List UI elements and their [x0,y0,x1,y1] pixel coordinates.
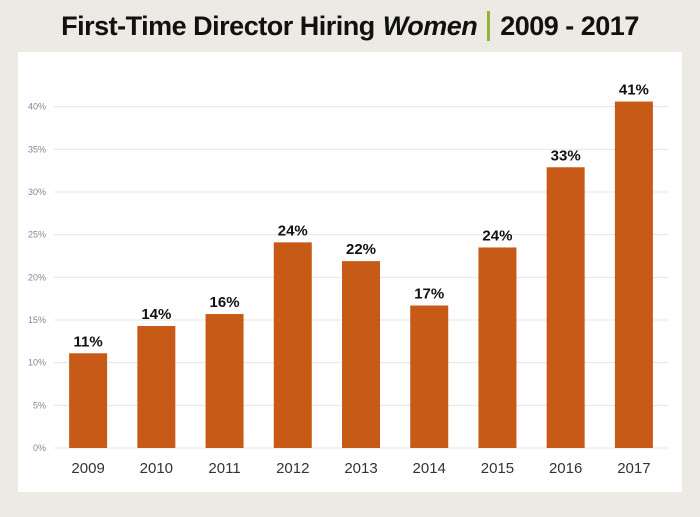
bar-2015 [478,247,517,448]
x-tick-label-2015: 2015 [481,460,514,477]
data-label-2011: 16% [210,294,240,311]
x-tick-label-2009: 2009 [71,460,104,477]
bar-2012 [273,242,312,448]
data-label-2014: 17% [414,285,444,302]
y-tick-label: 0% [33,443,46,453]
chart-title: First-Time Director Hiring Women 2009 - … [0,0,700,52]
x-tick-label-2010: 2010 [140,460,173,477]
data-label-2012: 24% [278,222,308,239]
x-axis-labels: 2009 2010 2011 2012 2013 2014 2015 2016 2017 [71,460,650,477]
bar-2014 [410,305,449,448]
y-tick-label: 30% [28,187,46,197]
y-tick-label: 20% [28,272,46,282]
y-axis-ticks: 0% 5% 10% 15% 20% 25% 30% 35% 40% [28,102,46,453]
y-tick-label: 40% [28,102,46,112]
bar-2011 [205,314,244,448]
data-label-2010: 14% [141,306,171,323]
y-tick-label: 25% [28,230,46,240]
x-tick-label-2017: 2017 [617,460,650,477]
bar-2013 [342,261,380,448]
data-label-2013: 22% [346,241,376,258]
bar-2009 [69,353,108,448]
x-tick-label-2014: 2014 [413,460,446,477]
data-label-2009: 11% [74,333,103,350]
y-tick-label: 5% [33,400,46,410]
title-divider [487,11,491,41]
bar-2016 [546,167,585,448]
y-tick-label: 15% [28,315,46,325]
bar-2017 [614,101,653,448]
data-label-2016: 33% [551,147,581,164]
bar-2010 [137,325,176,448]
y-tick-label: 35% [28,144,46,154]
x-tick-label-2012: 2012 [276,460,309,477]
chart-title-emphasis: Women [382,10,478,41]
data-label-2017: 41% [619,82,649,99]
chart-card: 0% 5% 10% 15% 20% 25% 30% 35% 40% 11% 14% 16% 24% 22… [18,52,682,492]
x-tick-label-2013: 2013 [344,460,377,477]
bars [69,101,653,448]
chart-title-range: 2009 - 2017 [500,10,639,41]
x-tick-label-2016: 2016 [549,460,582,477]
bar-chart: 0% 5% 10% 15% 20% 25% 30% 35% 40% 11% 14% 16% 24% 22… [28,82,668,477]
data-labels: 11% 14% 16% 24% 22% 17% 24% 33% 41% [74,82,649,351]
chart-title-main: First-Time Director Hiring [61,10,375,41]
data-label-2015: 24% [482,227,512,244]
x-tick-label-2011: 2011 [208,460,240,477]
y-tick-label: 10% [28,358,46,368]
